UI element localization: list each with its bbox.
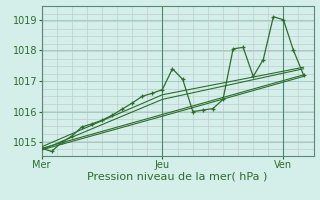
X-axis label: Pression niveau de la mer( hPa ): Pression niveau de la mer( hPa ) xyxy=(87,172,268,182)
